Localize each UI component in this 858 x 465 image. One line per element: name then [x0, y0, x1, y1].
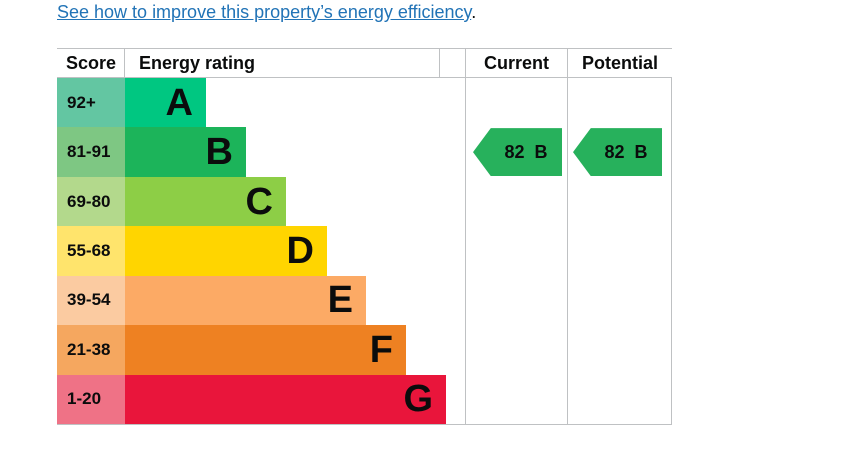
current-cell: [465, 176, 567, 227]
epc-band-row: 69-80 C: [57, 176, 672, 227]
header-spacer: [440, 49, 465, 77]
rating-bar: A: [125, 78, 206, 128]
rating-letter: A: [165, 81, 193, 124]
rating-bar-area: G: [125, 374, 465, 424]
score-range-cell: 92+: [57, 78, 125, 128]
rating-bar-area: C: [125, 176, 465, 227]
improve-energy-efficiency-link[interactable]: See how to improve this property’s energ…: [57, 2, 472, 22]
potential-cell: [567, 374, 672, 424]
rating-letter: B: [205, 131, 233, 174]
epc-band-row: 92+ A: [57, 78, 672, 128]
rating-letter: E: [327, 279, 353, 322]
rating-bar-area: B: [125, 127, 465, 177]
epc-band-rows: 92+ A 81-91 B 82 B 82 B 69-80 C: [57, 78, 672, 424]
potential-cell: 82 B: [567, 127, 672, 177]
arrow-score-value: 82: [504, 141, 525, 162]
header-potential: Potential: [567, 49, 672, 77]
potential-cell: [567, 176, 672, 227]
score-range-cell: 81-91: [57, 127, 125, 177]
rating-bar: F: [125, 325, 406, 375]
epc-band-row: 55-68 D: [57, 226, 672, 276]
score-range-cell: 1-20: [57, 374, 125, 424]
current-rating-arrow: 82 B: [473, 128, 562, 177]
rating-letter: D: [286, 229, 314, 272]
potential-cell: [567, 78, 672, 128]
epc-band-row: 39-54 E: [57, 275, 672, 326]
score-range-cell: 55-68: [57, 226, 125, 276]
current-cell: [465, 325, 567, 375]
current-cell: [465, 374, 567, 424]
rating-bar: G: [125, 374, 446, 424]
rating-bar: C: [125, 176, 286, 227]
current-cell: 82 B: [465, 127, 567, 177]
header-energy-rating: Energy rating: [125, 49, 440, 77]
rating-bar: B: [125, 127, 246, 177]
potential-cell: [567, 325, 672, 375]
arrow-band-letter: B: [534, 141, 548, 162]
arrow-band-letter: B: [634, 141, 648, 162]
epc-band-row: 21-38 F: [57, 325, 672, 375]
epc-header-row: Score Energy rating Current Potential: [57, 49, 672, 78]
rating-bar-area: A: [125, 78, 465, 128]
rating-bar: D: [125, 226, 327, 276]
score-range-cell: 21-38: [57, 325, 125, 375]
rating-bar: E: [125, 275, 366, 326]
rating-bar-area: F: [125, 325, 465, 375]
rating-letter: F: [369, 328, 393, 371]
epc-band-row: 1-20 G: [57, 374, 672, 424]
arrow-score-value: 82: [604, 141, 625, 162]
current-cell: [465, 275, 567, 326]
rating-bar-area: D: [125, 226, 465, 276]
epc-rating-chart: Score Energy rating Current Potential 92…: [57, 48, 672, 425]
potential-cell: [567, 226, 672, 276]
epc-band-row: 81-91 B 82 B 82 B: [57, 127, 672, 177]
potential-rating-arrow: 82 B: [573, 128, 662, 177]
current-cell: [465, 226, 567, 276]
improve-energy-efficiency-line: See how to improve this property’s energ…: [57, 1, 476, 23]
header-score: Score: [57, 49, 125, 77]
score-range-cell: 39-54: [57, 275, 125, 326]
potential-cell: [567, 275, 672, 326]
header-current: Current: [465, 49, 567, 77]
rating-letter: C: [245, 180, 273, 223]
rating-bar-area: E: [125, 275, 465, 326]
score-range-cell: 69-80: [57, 176, 125, 227]
current-cell: [465, 78, 567, 128]
rating-letter: G: [403, 378, 433, 421]
link-fullstop: .: [471, 2, 477, 22]
